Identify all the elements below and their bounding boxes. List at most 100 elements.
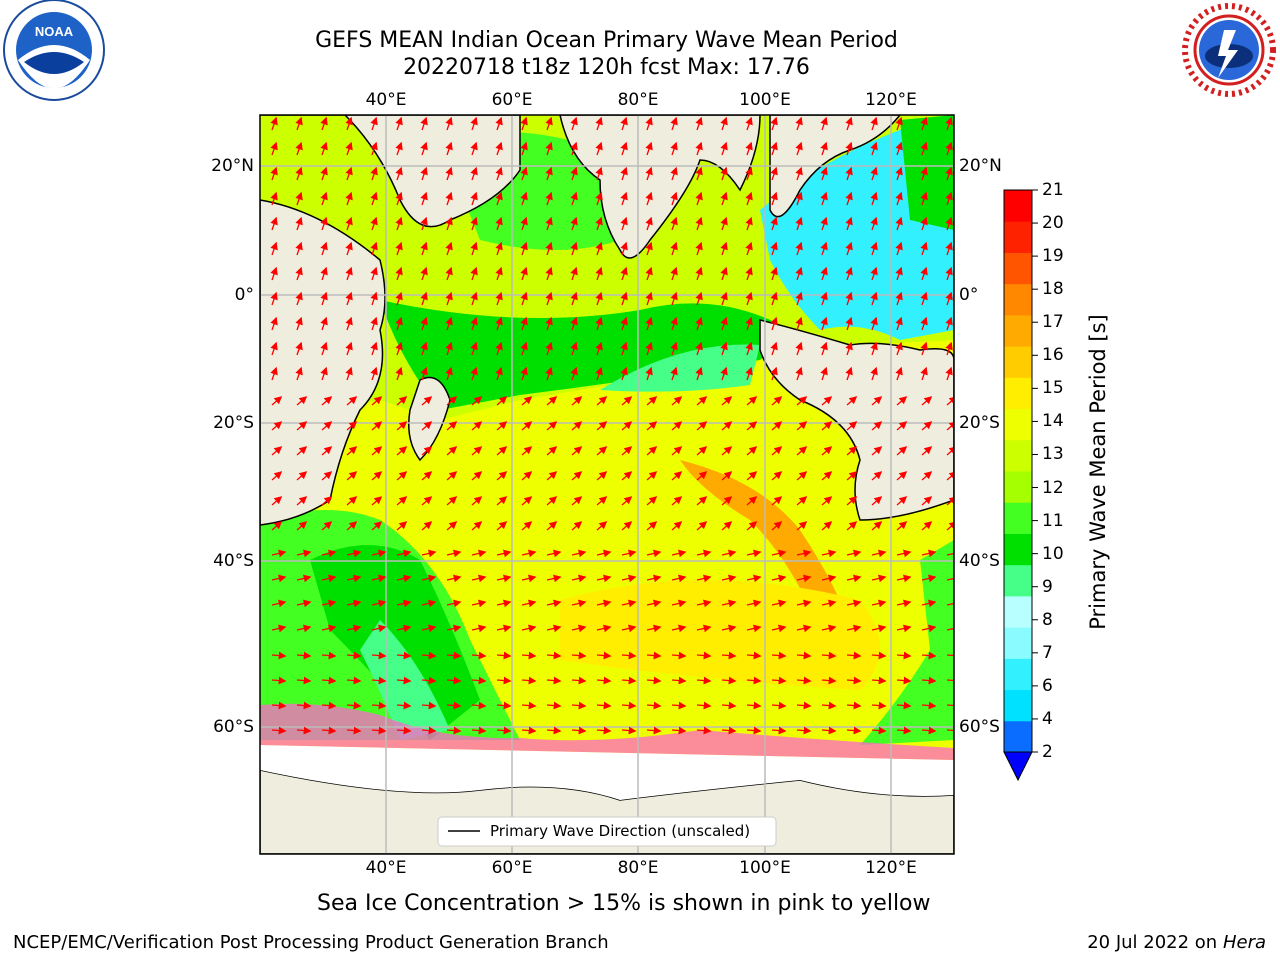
wave-arrow (921, 521, 933, 531)
wave-arrow (370, 366, 378, 381)
wave-arrow (545, 266, 553, 281)
wave-arrow (520, 141, 528, 156)
wave-arrow (620, 366, 628, 381)
colorbar-label: Primary Wave Mean Period [s] (1086, 314, 1110, 630)
wave-arrow (421, 446, 433, 456)
wave-arrow (746, 676, 762, 685)
wave-arrow (296, 396, 308, 406)
noaa-logo-icon: NOAA (0, 0, 108, 108)
wave-arrow (670, 191, 678, 206)
wave-arrow (621, 471, 633, 481)
wave-arrow (570, 341, 578, 356)
wave-arrow (370, 191, 378, 206)
wave-arrow (746, 624, 762, 633)
wave-arrow (545, 116, 553, 131)
wave-arrow (871, 676, 887, 685)
wave-arrow (595, 166, 603, 181)
wave-arrow (771, 471, 783, 481)
wave-arrow (796, 726, 812, 735)
lat-tick-right: 0° (959, 285, 979, 305)
wave-arrow (621, 599, 637, 608)
wave-arrow (346, 676, 362, 685)
wave-arrow (795, 116, 803, 131)
wave-arrow (695, 141, 703, 156)
colorbar-tick-label: 2 (1042, 742, 1053, 762)
wave-arrow (495, 291, 503, 306)
wave-arrow (846, 549, 862, 558)
wave-arrow (470, 191, 478, 206)
wave-arrow (745, 141, 753, 156)
wave-arrow (645, 316, 653, 331)
colorbar-segment (1004, 658, 1032, 691)
wave-arrow (420, 266, 428, 281)
southeast-green-edge (860, 540, 954, 745)
wave-arrow (595, 216, 603, 231)
wave-arrow (496, 549, 512, 558)
wave-arrow (571, 496, 583, 506)
wave-arrow (796, 549, 812, 558)
wave-arrow (470, 141, 478, 156)
wave-arrow (345, 116, 353, 131)
wave-arrow (921, 726, 937, 735)
wave-arrow (295, 341, 303, 356)
wave-arrow (796, 651, 812, 660)
wave-arrow (721, 624, 737, 633)
wave-arrow (845, 316, 853, 331)
wave-arrow (770, 166, 778, 181)
wave-arrow (770, 291, 778, 306)
lon-tick-bottom: 40°E (365, 858, 407, 878)
lat-tick-left: 20°S (213, 413, 254, 433)
wave-arrow (870, 141, 878, 156)
wave-arrow (271, 574, 287, 583)
wave-arrow (446, 676, 462, 685)
colorbar-tick-label: 21 (1042, 180, 1064, 200)
wave-arrow (621, 396, 633, 406)
wave-arrow (920, 216, 928, 231)
wave-arrow (921, 396, 933, 406)
wave-arrow (770, 141, 778, 156)
wave-arrow (571, 676, 587, 685)
wave-arrow (270, 241, 278, 256)
wave-arrow (921, 421, 933, 431)
wave-arrow (296, 599, 312, 608)
wave-arrow (771, 651, 787, 660)
wave-arrow (721, 651, 737, 660)
wave-arrow (271, 496, 283, 506)
wave-arrow (396, 421, 408, 431)
wave-arrow (495, 141, 503, 156)
wave-arrow (871, 701, 887, 710)
colorbar-tick-label: 18 (1042, 279, 1064, 300)
wave-arrow (670, 341, 678, 356)
wave-arrow (620, 241, 628, 256)
wave-arrow (796, 471, 808, 481)
wave-arrow (296, 521, 308, 531)
wave-arrow (445, 216, 453, 231)
wave-arrow (296, 496, 308, 506)
wave-arrow (295, 216, 303, 231)
wave-arrow (846, 599, 862, 608)
map-frame (259, 114, 955, 855)
period-zone-10-11 (380, 300, 790, 410)
wave-arrow (745, 166, 753, 181)
wave-arrow (720, 291, 728, 306)
wave-arrow (796, 421, 808, 431)
wave-arrow (470, 166, 478, 181)
wave-arrow (696, 421, 708, 431)
wave-arrow (271, 549, 287, 558)
wave-arrow (396, 446, 408, 456)
wave-arrow (720, 366, 728, 381)
wave-arrow (521, 701, 537, 710)
wave-arrow (821, 574, 837, 583)
wave-arrow (921, 574, 937, 583)
wave-arrow (345, 216, 353, 231)
wave-arrow (346, 521, 358, 531)
wave-arrow (446, 446, 458, 456)
wave-arrow (471, 726, 487, 735)
wave-arrow (695, 366, 703, 381)
wave-arrow (895, 116, 903, 131)
wave-arrow (746, 651, 762, 660)
wave-arrow (296, 624, 312, 633)
wave-arrow (571, 446, 583, 456)
wave-arrow (771, 421, 783, 431)
wave-arrow (496, 651, 512, 660)
